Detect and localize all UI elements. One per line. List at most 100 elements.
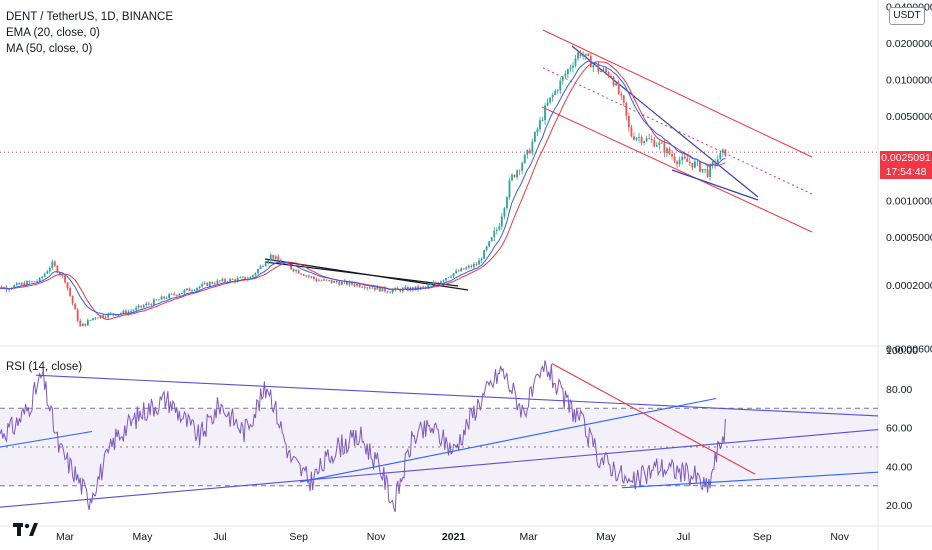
candle-body	[38, 277, 41, 282]
candle-body	[125, 310, 127, 315]
candle-body	[348, 281, 351, 285]
candle-body	[206, 282, 209, 287]
candle-body	[493, 230, 496, 238]
candle-body	[290, 265, 292, 270]
candle-body	[8, 288, 11, 290]
candle-body	[638, 137, 640, 138]
candle-body	[561, 76, 564, 81]
candle-body	[168, 294, 171, 299]
candle-body	[264, 263, 267, 267]
candle-body	[203, 282, 206, 284]
rsi-resistance-line	[35, 374, 879, 417]
candle-body	[59, 272, 61, 275]
candle-body	[384, 287, 386, 292]
symbol-legend[interactable]: DENT / TetherUS, 1D, BINANCE	[6, 11, 174, 23]
wedge-lower-line	[671, 169, 759, 201]
candle-body	[551, 94, 554, 98]
candle-body	[353, 284, 356, 286]
candle-body	[432, 282, 435, 285]
candle-body	[480, 258, 483, 261]
candle-body	[114, 314, 117, 316]
price-tick-6: 0.0002000	[886, 280, 932, 292]
time-tick-3: Sep	[289, 531, 308, 543]
candle-body	[681, 156, 684, 161]
candle-body	[183, 290, 186, 293]
candle-body	[714, 161, 717, 164]
candle-body	[254, 273, 257, 276]
candle-body	[483, 250, 485, 259]
rsi-tick-1: 80.00	[886, 384, 912, 396]
candle-body	[163, 296, 165, 299]
ma-legend[interactable]: MA (50, close, 0)	[6, 43, 93, 55]
candle-body	[490, 237, 493, 242]
candle-body	[379, 286, 381, 292]
candle-body	[97, 317, 99, 319]
tradingview-logo	[13, 523, 38, 536]
ema-legend[interactable]: EMA (20, close, 0)	[6, 27, 100, 39]
candle-body	[594, 65, 597, 66]
time-tick-4: Nov	[367, 531, 386, 543]
candle-body	[43, 273, 46, 277]
candle-body	[622, 95, 625, 103]
candle-body	[66, 282, 69, 289]
candle-body	[673, 156, 676, 162]
candle-body	[699, 161, 701, 172]
candle-body	[145, 303, 148, 306]
candle-body	[267, 260, 270, 264]
candle-body	[559, 80, 562, 91]
candle-body	[236, 278, 239, 282]
candle-body	[516, 170, 519, 178]
candle-body	[320, 280, 323, 282]
candle-body	[549, 97, 552, 103]
candle-body	[434, 282, 437, 284]
price-tick-2: 0.0100000	[886, 74, 932, 86]
candle-body	[389, 292, 392, 294]
candle-body	[445, 277, 447, 281]
candle-body	[422, 286, 425, 288]
candle-body	[544, 105, 546, 121]
candle-body	[498, 226, 501, 230]
candle-series	[0, 50, 727, 327]
candle-body	[457, 270, 460, 272]
candle-body	[366, 287, 369, 289]
candle-body	[241, 276, 244, 278]
candle-body	[307, 275, 310, 277]
candle-body	[686, 158, 689, 162]
candle-body	[371, 287, 374, 289]
candle-body	[676, 161, 679, 165]
candle-body	[533, 132, 536, 142]
candle-body	[569, 67, 572, 70]
candle-body	[76, 309, 79, 321]
candle-body	[577, 52, 579, 59]
candle-body	[465, 267, 468, 270]
candle-body	[173, 293, 176, 295]
candle-body	[297, 270, 300, 274]
candle-body	[526, 149, 529, 155]
candle-body	[211, 282, 214, 284]
candle-body	[338, 282, 341, 285]
candle-body	[541, 120, 544, 121]
time-tick-9: Sep	[753, 531, 772, 543]
candle-body	[53, 261, 56, 266]
candle-body	[180, 292, 183, 294]
candle-body	[302, 274, 305, 276]
candle-body	[69, 288, 71, 296]
rsi-legend[interactable]: RSI (14, close)	[6, 361, 83, 373]
candle-body	[188, 288, 191, 291]
time-tick-8: Jul	[677, 531, 690, 543]
candle-body	[15, 283, 18, 286]
candle-body	[346, 280, 348, 285]
candle-body	[556, 90, 559, 92]
time-tick-7: May	[596, 531, 617, 543]
channel-upper-line	[542, 29, 813, 158]
last-price-label: 0.0025091	[880, 151, 932, 165]
candle-body	[356, 284, 358, 286]
candle-body	[473, 264, 475, 267]
currency-badge[interactable]: USDT	[889, 7, 925, 25]
candle-body	[104, 317, 107, 319]
candle-body	[315, 278, 318, 282]
candle-body	[417, 286, 419, 290]
candle-body	[440, 281, 442, 283]
candle-body	[335, 280, 338, 283]
candle-body	[330, 280, 333, 283]
